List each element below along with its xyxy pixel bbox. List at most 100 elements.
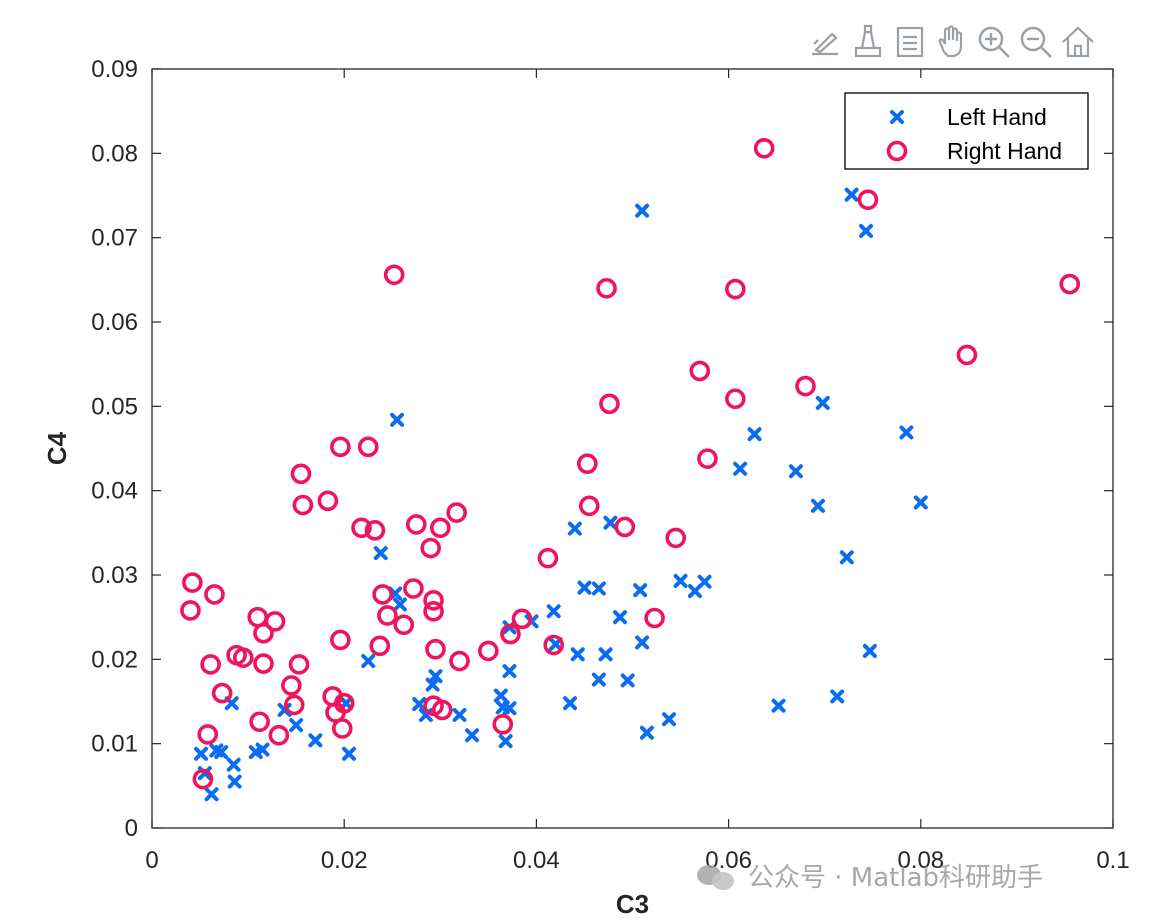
right-hand-point bbox=[511, 608, 533, 630]
left-hand-point bbox=[673, 573, 688, 588]
left-hand-point bbox=[255, 742, 270, 757]
left-hand-point bbox=[598, 647, 613, 662]
left-hand-point bbox=[498, 734, 513, 749]
left-hand-point bbox=[591, 672, 606, 687]
right-hand-point bbox=[383, 264, 405, 286]
right-hand-point bbox=[253, 653, 274, 674]
legend-toggle-icon[interactable] bbox=[890, 22, 930, 62]
right-hand-point bbox=[420, 537, 441, 559]
legend-label-right-hand: Right Hand bbox=[947, 138, 1062, 164]
left-hand-point bbox=[289, 718, 304, 733]
figure-toolbar bbox=[806, 22, 1098, 66]
left-hand-point bbox=[899, 425, 914, 440]
left-hand-point bbox=[194, 746, 209, 761]
right-hand-point bbox=[393, 614, 415, 636]
right-hand-point bbox=[614, 516, 636, 538]
legend[interactable]: Left Hand Right Hand bbox=[844, 92, 1089, 170]
left-hand-point bbox=[635, 203, 650, 218]
right-hand-point bbox=[197, 724, 219, 745]
left-hand-point bbox=[830, 689, 845, 704]
zoom-in-icon[interactable] bbox=[974, 22, 1014, 62]
legend-box bbox=[844, 92, 1089, 170]
series-left-hand bbox=[194, 187, 928, 802]
left-hand-point bbox=[859, 223, 874, 238]
right-hand-point bbox=[425, 638, 446, 660]
right-hand-point bbox=[537, 547, 559, 569]
right-hand-point bbox=[290, 463, 312, 485]
right-hand-point bbox=[204, 584, 225, 605]
brush-edit-icon[interactable] bbox=[806, 22, 846, 62]
y-tick-label: 0.08 bbox=[91, 140, 138, 167]
home-icon[interactable] bbox=[1058, 22, 1098, 62]
left-hand-point bbox=[733, 461, 748, 476]
right-hand-point bbox=[725, 278, 746, 300]
left-hand-point bbox=[465, 728, 480, 743]
left-hand-point bbox=[913, 495, 928, 510]
right-hand-point bbox=[665, 527, 687, 549]
right-hand-point bbox=[264, 611, 286, 632]
y-tick-label: 0.03 bbox=[91, 562, 138, 589]
left-hand-point bbox=[563, 696, 578, 711]
right-hand-point bbox=[317, 490, 339, 512]
right-hand-point bbox=[1059, 273, 1081, 295]
right-hand-point bbox=[249, 711, 270, 733]
right-hand-point bbox=[232, 647, 254, 668]
left-hand-point bbox=[373, 546, 388, 561]
y-tick-label: 0 bbox=[125, 815, 138, 842]
right-hand-point bbox=[357, 436, 379, 458]
series-right-hand bbox=[180, 137, 1081, 790]
left-hand-point bbox=[308, 733, 323, 748]
right-hand-point bbox=[446, 502, 467, 523]
right-hand-point bbox=[431, 699, 453, 721]
data-cursor-icon[interactable] bbox=[848, 22, 888, 62]
left-hand-point bbox=[390, 412, 405, 427]
left-hand-point bbox=[577, 580, 592, 595]
left-hand-point bbox=[361, 654, 376, 669]
left-hand-point bbox=[214, 745, 229, 760]
left-hand-point bbox=[502, 701, 517, 716]
right-hand-point bbox=[795, 375, 816, 397]
left-hand-point bbox=[613, 610, 628, 625]
y-tick-label: 0.05 bbox=[91, 393, 138, 420]
right-hand-point bbox=[857, 189, 879, 211]
y-tick-label: 0.01 bbox=[91, 731, 138, 758]
wechat-logo-icon bbox=[697, 865, 734, 890]
left-hand-point bbox=[412, 697, 427, 712]
legend-marker bbox=[890, 110, 904, 124]
left-hand-point bbox=[747, 427, 762, 442]
left-hand-point bbox=[204, 787, 219, 802]
right-hand-point bbox=[500, 623, 521, 645]
y-tick-label: 0.06 bbox=[91, 309, 138, 336]
x-axis-title: C3 bbox=[616, 889, 649, 919]
left-hand-point bbox=[277, 702, 292, 717]
y-tick-label: 0.04 bbox=[91, 478, 138, 505]
legend-marker-right-hand bbox=[886, 140, 908, 162]
right-hand-point bbox=[543, 634, 564, 656]
left-hand-point bbox=[227, 774, 242, 789]
left-hand-point bbox=[392, 597, 407, 612]
right-hand-point bbox=[369, 635, 391, 657]
right-hand-point bbox=[403, 578, 424, 599]
right-hand-point bbox=[253, 622, 274, 644]
pan-hand-icon[interactable] bbox=[932, 22, 972, 62]
y-tick-label: 0.02 bbox=[91, 646, 138, 673]
tick-labels: 0 0.02 0.04 0.06 0.08 0.1 0 0.01 0.02 0.03 0.04 0.0… bbox=[91, 56, 1129, 874]
right-hand-point bbox=[429, 517, 451, 539]
x-tick-label: 0.08 bbox=[897, 847, 944, 874]
right-hand-point bbox=[405, 514, 427, 535]
left-hand-point bbox=[815, 395, 830, 410]
x-tick-label: 0.02 bbox=[321, 847, 368, 874]
left-hand-point bbox=[639, 725, 654, 740]
right-hand-point bbox=[331, 718, 353, 739]
x-tick-label: 0 bbox=[145, 847, 158, 874]
right-hand-point bbox=[753, 137, 775, 159]
right-hand-point bbox=[449, 650, 470, 672]
left-hand-point bbox=[844, 187, 859, 202]
left-hand-point bbox=[502, 664, 517, 679]
right-hand-point bbox=[578, 495, 600, 517]
zoom-out-icon[interactable] bbox=[1016, 22, 1056, 62]
right-hand-point bbox=[281, 675, 302, 696]
x-tick-label: 0.1 bbox=[1096, 847, 1129, 874]
left-hand-point bbox=[570, 647, 585, 662]
